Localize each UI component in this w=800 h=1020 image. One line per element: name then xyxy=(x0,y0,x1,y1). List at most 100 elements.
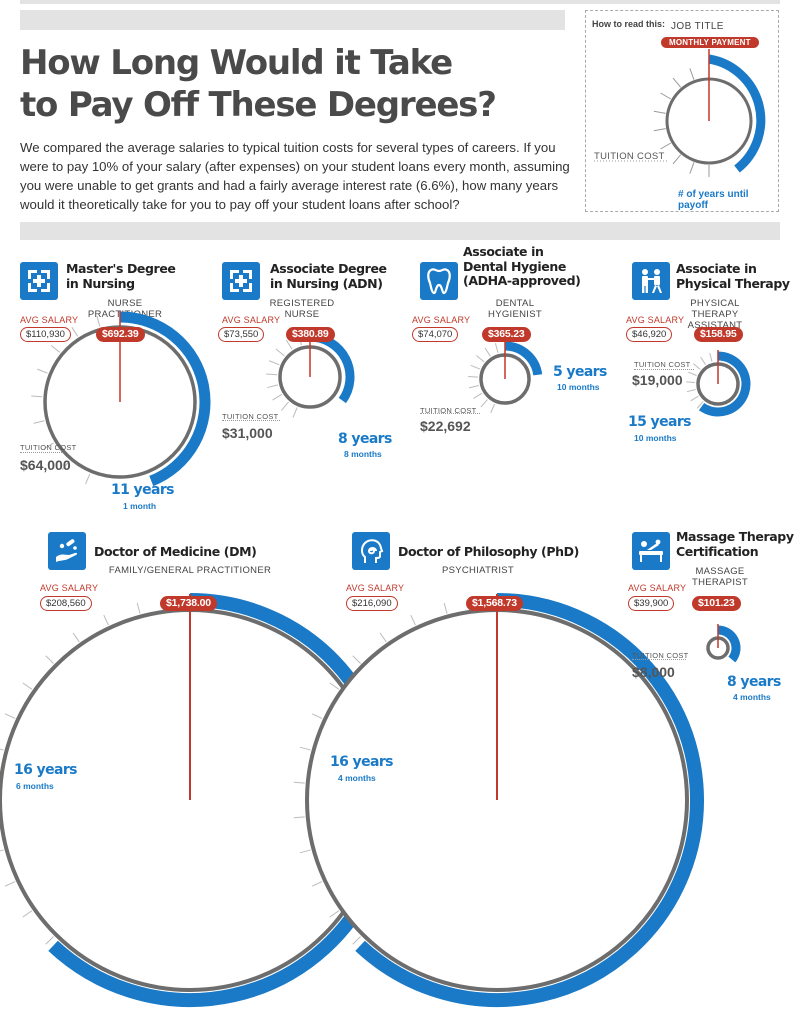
physical-therapy-icon xyxy=(632,262,670,300)
dial-tick xyxy=(266,373,278,376)
dial-tick xyxy=(696,401,704,409)
title-line-2: to Pay Off These Degrees? xyxy=(20,85,497,125)
avg-salary-value: $39,900 xyxy=(628,596,675,611)
avg-salary-label: AVG SALARY xyxy=(222,315,281,325)
legend-job-title: JOB TITLE xyxy=(671,21,724,32)
dial-tick xyxy=(700,356,706,365)
monthly-payment-value: $380.89 xyxy=(286,327,335,342)
dial-tick xyxy=(480,399,488,408)
dial-tick xyxy=(476,355,485,363)
degree-name-line: Doctor of Medicine (DM) xyxy=(94,544,257,559)
degree-name: Associate Degree in Nursing (ADN) xyxy=(270,261,387,291)
avg-salary-label: AVG SALARY xyxy=(20,315,79,325)
avg-salary-value: $110,930 xyxy=(20,327,71,342)
dial-tick xyxy=(272,393,283,401)
dial-tick xyxy=(103,614,109,626)
dial-tick xyxy=(329,910,340,918)
avg-salary-value: $73,550 xyxy=(218,327,265,342)
dial-tick xyxy=(43,442,54,450)
dial-tick xyxy=(494,343,499,354)
dial-tick xyxy=(4,881,16,887)
dial-tick xyxy=(443,602,448,614)
avg-salary-value: $46,920 xyxy=(626,327,673,342)
hospital-icon xyxy=(20,262,58,300)
payoff-years: 16 years xyxy=(14,762,77,778)
legend-payoff-arc xyxy=(708,54,766,173)
job-title-line: FAMILY/GENERAL PRACTITIONER xyxy=(108,565,272,576)
legend-tick xyxy=(653,110,666,114)
payoff-dial xyxy=(468,340,543,414)
legend-dial xyxy=(594,49,766,177)
job-title-line: ASSISTANT xyxy=(687,320,743,331)
degree-name-line: Associate Degree xyxy=(270,261,387,276)
legend-monthly-payment: MONTHLY PAYMENT xyxy=(661,37,759,48)
payoff-months: 1 month xyxy=(123,501,157,511)
avg-salary-label: AVG SALARY xyxy=(628,583,687,593)
payoff-years: 11 years xyxy=(111,482,174,498)
job-title-line: THERAPIST xyxy=(691,577,748,588)
avg-salary-label: AVG SALARY xyxy=(412,315,471,325)
degree-name: Doctor of Medicine (DM) xyxy=(94,544,257,560)
hospital-icon xyxy=(222,262,260,300)
legend-years-label: # of years until payoff xyxy=(678,189,749,211)
degree-name: Associate in Physical Therapy xyxy=(676,261,790,291)
legend-tick xyxy=(672,154,682,165)
degree-name: Doctor of Philosophy (PhD) xyxy=(398,544,579,560)
tooth-icon xyxy=(420,262,458,300)
dial-tick xyxy=(61,460,70,470)
payoff-years: 16 years xyxy=(330,754,393,770)
intro-paragraph: We compared the average salaries to typi… xyxy=(20,140,570,212)
dial-tick xyxy=(33,420,45,424)
job-title: PSYCHIATRIST xyxy=(418,565,538,576)
payoff-dial xyxy=(293,593,704,1007)
legend-tick xyxy=(689,162,695,174)
monthly-payment-value: $101.23 xyxy=(692,596,741,611)
payoff-years: 15 years xyxy=(628,414,691,430)
job-title-line: REGISTERED xyxy=(269,298,335,309)
dial-tick xyxy=(473,392,483,399)
job-title-line: PHYSICAL THERAPY xyxy=(690,298,740,320)
degree-name-line: in Nursing xyxy=(66,275,135,291)
degree-name: Massage Therapy Certification xyxy=(676,529,794,559)
dial-tick xyxy=(692,363,701,370)
dial-tick xyxy=(267,384,279,389)
avg-salary-label: AVG SALARY xyxy=(40,583,99,593)
degree-name-line: Massage Therapy xyxy=(676,529,794,544)
job-title: MASSAGE THERAPIST xyxy=(685,566,755,588)
legend-how-to-read: How to read this: xyxy=(592,19,666,29)
avg-salary-value: $216,090 xyxy=(346,596,398,611)
dial-tick xyxy=(45,655,54,664)
payoff-arc xyxy=(119,311,211,487)
payoff-months: 6 months xyxy=(16,781,54,791)
dial-tick xyxy=(686,389,696,393)
dial-tick xyxy=(490,403,496,414)
job-title-line: NURSE xyxy=(107,298,143,309)
dial-tick xyxy=(136,602,141,614)
dial-tick xyxy=(686,381,696,383)
dial-tick xyxy=(293,781,305,784)
payoff-months: 8 months xyxy=(344,449,382,459)
head-brain-icon xyxy=(352,532,390,570)
monthly-payment-value: $1,568.73 xyxy=(466,596,523,611)
degree-name-line: Certification xyxy=(676,543,759,559)
job-title: PHYSICAL THERAPY ASSISTANT xyxy=(670,298,760,331)
dial-tick xyxy=(285,339,293,350)
dial-tick xyxy=(688,371,697,376)
dial-tick xyxy=(299,746,311,751)
top-band xyxy=(20,0,780,4)
degree-name-line: Master's Degree xyxy=(66,261,176,276)
payoff-months: 10 months xyxy=(634,433,677,443)
how-to-read-legend: How to read this: JOB TITLE MONTHLY PAYM… xyxy=(585,10,779,212)
dial-tick xyxy=(352,936,361,945)
payoff-years: 8 years xyxy=(727,674,781,690)
tuition-cost-line xyxy=(222,420,280,421)
section-divider xyxy=(20,222,780,240)
degree-name-line: Associate in xyxy=(676,261,757,276)
dial-tick xyxy=(299,849,311,854)
payoff-months: 4 months xyxy=(733,692,771,702)
job-title-line: HYGIENIST xyxy=(488,309,542,320)
medicine-hand-icon xyxy=(48,532,86,570)
payoff-months: 4 months xyxy=(338,773,376,783)
avg-salary-label: AVG SALARY xyxy=(346,583,405,593)
degree-name-line: Physical Therapy xyxy=(676,275,790,291)
